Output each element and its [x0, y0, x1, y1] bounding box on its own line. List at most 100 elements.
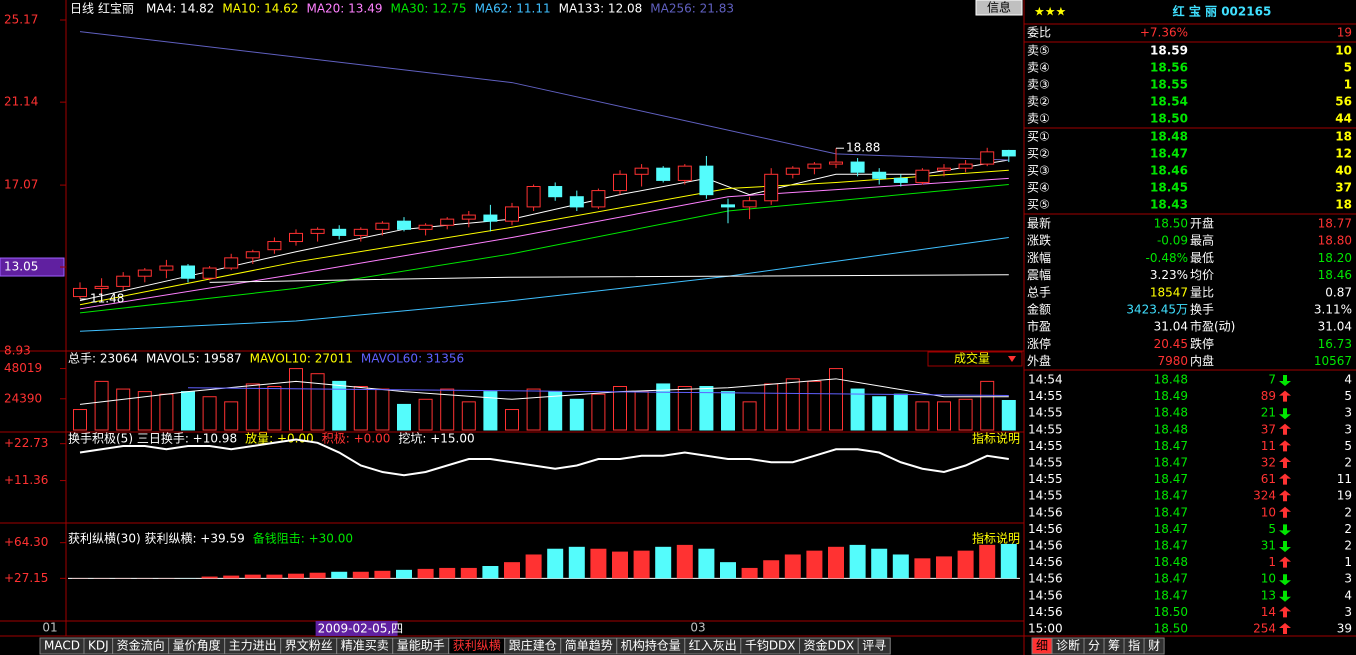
- tick-count: 2: [1344, 539, 1352, 553]
- candle-body: [742, 200, 757, 208]
- tab-label[interactable]: 评寻: [862, 639, 886, 653]
- tab-label[interactable]: MACD: [44, 639, 80, 653]
- tick-arrow: [1279, 506, 1291, 518]
- tick-count: 2: [1344, 505, 1352, 519]
- tick-arrow: [1279, 556, 1291, 568]
- tab-label[interactable]: 资金流向: [117, 638, 165, 653]
- right-tab-label[interactable]: 细: [1036, 639, 1048, 653]
- book-volume: 37: [1335, 181, 1352, 195]
- book-volume: 40: [1335, 164, 1352, 178]
- tab-label[interactable]: 精准买卖: [341, 639, 389, 653]
- volume-bar: [73, 409, 87, 431]
- legend-item: 挖坑: +15.00: [398, 431, 474, 446]
- selector[interactable]: 成交量: [954, 351, 990, 366]
- tick-volume: 11: [1261, 439, 1276, 453]
- stat-value: 18.46: [1318, 268, 1352, 282]
- tick-arrow: [1279, 541, 1291, 552]
- tab-label[interactable]: 红入灰出: [689, 638, 737, 653]
- tab-label[interactable]: KDJ: [88, 639, 109, 653]
- volume-bar: [785, 378, 800, 431]
- stat-label: 外盘: [1027, 353, 1051, 368]
- book-volume: 18: [1335, 198, 1352, 212]
- tick-count: 19: [1337, 489, 1352, 503]
- stat-value: -0.09: [1157, 234, 1188, 248]
- annotation-label: 11.48: [90, 292, 124, 306]
- selector-box[interactable]: [927, 351, 1023, 367]
- right-tab-label[interactable]: 指: [1128, 638, 1140, 653]
- legend-item: MAVOL60: 31356: [361, 352, 464, 366]
- tick-arrow: [1279, 590, 1291, 602]
- tab-label[interactable]: 主力进出: [229, 639, 277, 653]
- tab-label[interactable]: 量能助手: [397, 639, 445, 653]
- tick-arrow: [1279, 457, 1291, 468]
- profit-bar: [201, 576, 218, 579]
- book-price: 18.46: [1150, 164, 1188, 178]
- tick-price: 18.47: [1154, 588, 1188, 602]
- volume-bar: [958, 398, 973, 431]
- candle-body: [807, 163, 822, 169]
- candle-body: [289, 232, 303, 243]
- tick-count: 4: [1344, 373, 1352, 387]
- tab-label[interactable]: 跟庄建仓: [509, 638, 557, 653]
- tick-time: 14:56: [1028, 539, 1063, 553]
- profit-bar: [288, 573, 304, 579]
- profit-bar: [936, 556, 952, 579]
- book-price: 18.45: [1150, 181, 1188, 195]
- tick-count: 1: [1344, 555, 1352, 569]
- book-price: 18.48: [1150, 130, 1188, 144]
- profit-bar: [266, 574, 283, 579]
- tick-volume: 10: [1261, 505, 1276, 519]
- tick-price: 18.47: [1154, 472, 1188, 486]
- volume-bar: [267, 385, 282, 431]
- volume-bar: [613, 385, 627, 431]
- info-button[interactable]: 信息: [987, 0, 1011, 15]
- candle-body: [526, 186, 541, 208]
- volume-bar: [94, 380, 109, 431]
- y-tick-label: 13.05: [4, 260, 38, 274]
- legend-item: MA133: 12.08: [559, 2, 643, 16]
- tab-label[interactable]: 简单趋势: [565, 639, 613, 653]
- stat-value: 18547: [1150, 285, 1188, 299]
- candle-body: [310, 228, 325, 234]
- tick-volume: 32: [1261, 456, 1276, 470]
- tick-volume: 61: [1261, 472, 1276, 486]
- right-tab-label[interactable]: 诊断: [1056, 638, 1080, 653]
- stat-label: 震幅: [1027, 267, 1051, 282]
- tab-label[interactable]: 量价角度: [173, 638, 221, 653]
- candle-body: [505, 206, 519, 222]
- volume-bar: [440, 388, 455, 431]
- tick-volume: 254: [1253, 622, 1276, 636]
- tick-count: 5: [1344, 439, 1352, 453]
- tick-price: 18.47: [1154, 489, 1188, 503]
- tick-volume: 13: [1261, 588, 1276, 602]
- candle-body: [461, 214, 476, 220]
- right-tab-label[interactable]: 筹: [1108, 639, 1120, 653]
- stat-label: 均价: [1190, 268, 1214, 282]
- book-label: 买①: [1027, 130, 1050, 144]
- tab[interactable]: [857, 637, 891, 655]
- indicator-button[interactable]: 指标说明: [972, 431, 1020, 446]
- tick-time: 14:55: [1028, 489, 1063, 503]
- tab-label[interactable]: 界文粉丝: [285, 638, 333, 653]
- tab-label[interactable]: 获利纵横: [453, 639, 501, 653]
- profit-bar: [223, 575, 240, 579]
- volume-bar: [461, 401, 476, 431]
- y-tick-label: +27.15: [4, 571, 48, 585]
- right-tab-label[interactable]: 财: [1148, 639, 1160, 653]
- indicator-button[interactable]: 指标说明: [972, 531, 1020, 546]
- tab-label[interactable]: 千钧DDX: [745, 639, 796, 653]
- ma-line: [209, 274, 1009, 283]
- stat-value: 0.87: [1325, 285, 1352, 299]
- tick-volume: 10: [1261, 572, 1276, 586]
- legend-item: 获利纵横(30) 获利纵横: +39.59: [68, 532, 245, 546]
- right-tab-label[interactable]: 分: [1088, 639, 1100, 653]
- right-tab[interactable]: [1143, 637, 1165, 655]
- tab-label[interactable]: 机构持仓量: [621, 638, 681, 653]
- volume-bar: [137, 391, 152, 431]
- tick-time: 14:55: [1028, 422, 1063, 436]
- cursor-date: 2009-02-05,四: [318, 622, 404, 636]
- volume-bar: [656, 383, 671, 431]
- tab-label[interactable]: 资金DDX: [804, 638, 855, 653]
- y-tick-label: +11.36: [4, 473, 48, 487]
- info-button-bg[interactable]: [975, 0, 1023, 16]
